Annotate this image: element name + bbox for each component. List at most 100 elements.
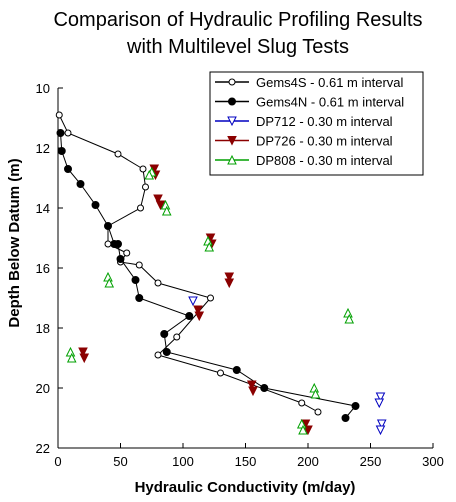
data-point [104,240,112,248]
series-layer [55,111,387,436]
data-point [207,294,214,302]
x-tick-label: 250 [360,454,382,469]
data-point [298,399,306,407]
data-point [104,222,112,230]
x-tick-label: 150 [235,454,257,469]
data-point [185,312,194,320]
legend-item: Gems4N - 0.61 m interval [215,95,404,110]
data-point [131,276,140,284]
y-tick-label: 18 [36,321,50,336]
y-tick-label: 22 [36,441,50,456]
y-tick-label: 20 [36,381,50,396]
y-tick-label: 16 [36,261,50,276]
data-point [260,384,269,392]
data-point [224,272,235,283]
legend-label: DP726 - 0.30 m interval [256,134,393,149]
data-point [64,165,72,173]
data-point [56,129,65,137]
series-4 [65,166,355,435]
legend-item: DP712 - 0.30 m interval [215,114,393,129]
data-point [309,382,320,393]
data-point [154,351,162,359]
x-tick-label: 50 [113,454,127,469]
data-point [160,330,169,338]
data-point [204,241,215,252]
legend-swatch-marker [227,136,237,146]
data-point [116,255,125,263]
legend-label: DP712 - 0.30 m interval [256,114,393,129]
data-point [375,425,386,436]
data-point [135,261,143,269]
chart-title-line-2: with Multilevel Slug Tests [126,36,349,58]
legend-label: Gems4N - 0.61 m interval [256,95,404,110]
data-point [139,165,147,173]
data-point [79,353,90,364]
y-axis-label: Depth Below Datum (m) [6,158,23,327]
x-tick-label: 300 [422,454,444,469]
data-point [144,169,155,180]
legend-item: Gems4S - 0.61 m interval [215,75,403,90]
y-tick-label: 10 [36,81,50,96]
data-point [341,414,350,422]
legend-swatch-marker [228,97,236,106]
legend-item: DP726 - 0.30 m interval [215,134,393,149]
data-point [161,205,172,216]
data-point [137,204,144,212]
data-point [194,311,205,322]
data-point [78,347,88,358]
data-point [344,313,355,324]
series-1 [56,129,360,422]
series-line [60,132,357,419]
data-point [154,279,162,287]
legend-label: DP808 - 0.30 m interval [256,153,393,168]
chart-title-line-1: Comparison of Hydraulic Profiling Result… [53,9,422,31]
legend-item: DP808 - 0.30 m interval [215,153,393,168]
data-point [343,307,353,318]
x-tick-label: 0 [54,454,61,469]
data-point [76,180,85,188]
x-ticks: 0 50 100 150 200 250 300 [54,443,444,469]
data-point [232,366,241,374]
data-point [173,333,181,341]
data-point [55,111,63,119]
data-point [246,380,257,391]
data-point [162,348,171,356]
data-point [123,249,131,257]
legend-swatch-marker [227,154,237,165]
legend-box [209,71,424,176]
data-point [135,294,144,302]
y-ticks: 10 12 14 16 18 20 22 [36,81,63,456]
legend: Gems4S - 0.61 m interval Gems4N - 0.61 m … [209,71,424,176]
data-point [103,271,113,282]
data-point [375,392,386,403]
data-point [193,305,203,316]
data-point [248,386,258,397]
data-point [142,183,149,191]
data-point [217,369,224,377]
legend-swatch-marker [227,116,237,127]
y-tick-label: 12 [36,141,50,156]
data-point [298,424,308,435]
data-point [114,240,122,248]
series-2 [188,296,387,436]
data-point [374,398,385,409]
data-point [155,200,166,211]
data-point [310,388,321,399]
data-point [64,129,72,137]
x-tick-label: 200 [297,454,319,469]
data-point [224,278,235,289]
data-point [314,408,322,416]
data-point [91,201,100,209]
data-point [188,296,198,307]
data-point [153,194,163,205]
data-point [114,150,122,158]
x-tick-label: 100 [172,454,194,469]
data-point [66,352,77,363]
data-point [57,147,66,155]
legend-label: Gems4S - 0.61 m interval [256,75,403,90]
legend-swatch-marker [228,78,236,86]
data-point [376,419,387,430]
y-tick-label: 14 [36,201,50,216]
data-point [351,402,360,410]
